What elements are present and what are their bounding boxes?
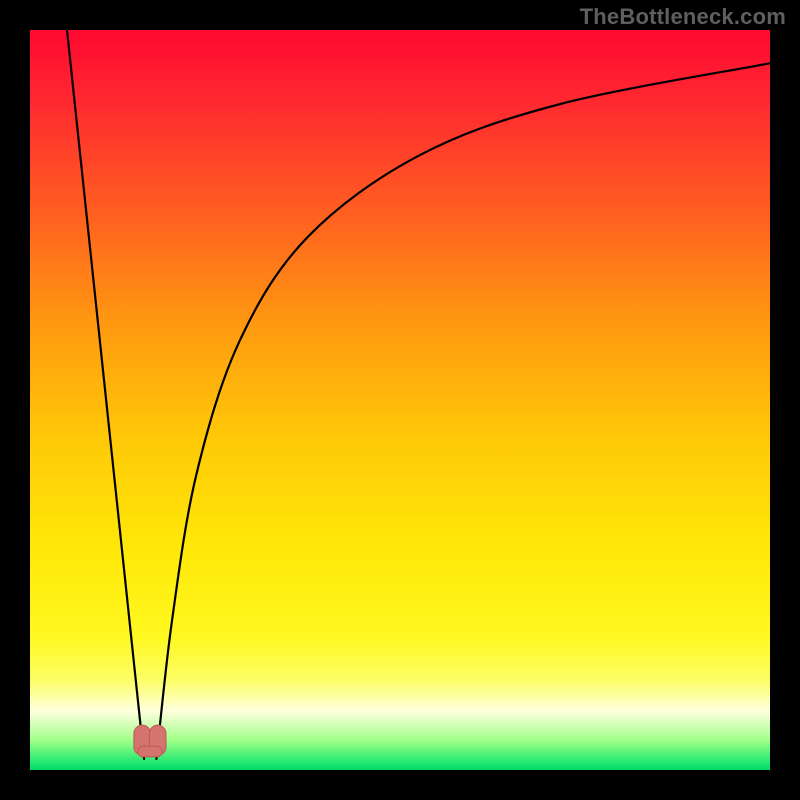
watermark-text: TheBottleneck.com xyxy=(580,4,786,30)
dip-marker-bridge xyxy=(138,746,162,757)
bottleneck-curve-overlay xyxy=(30,30,770,770)
chart-container: TheBottleneck.com xyxy=(0,0,800,800)
curve-right-branch xyxy=(156,63,770,759)
curve-left-branch xyxy=(67,30,144,759)
